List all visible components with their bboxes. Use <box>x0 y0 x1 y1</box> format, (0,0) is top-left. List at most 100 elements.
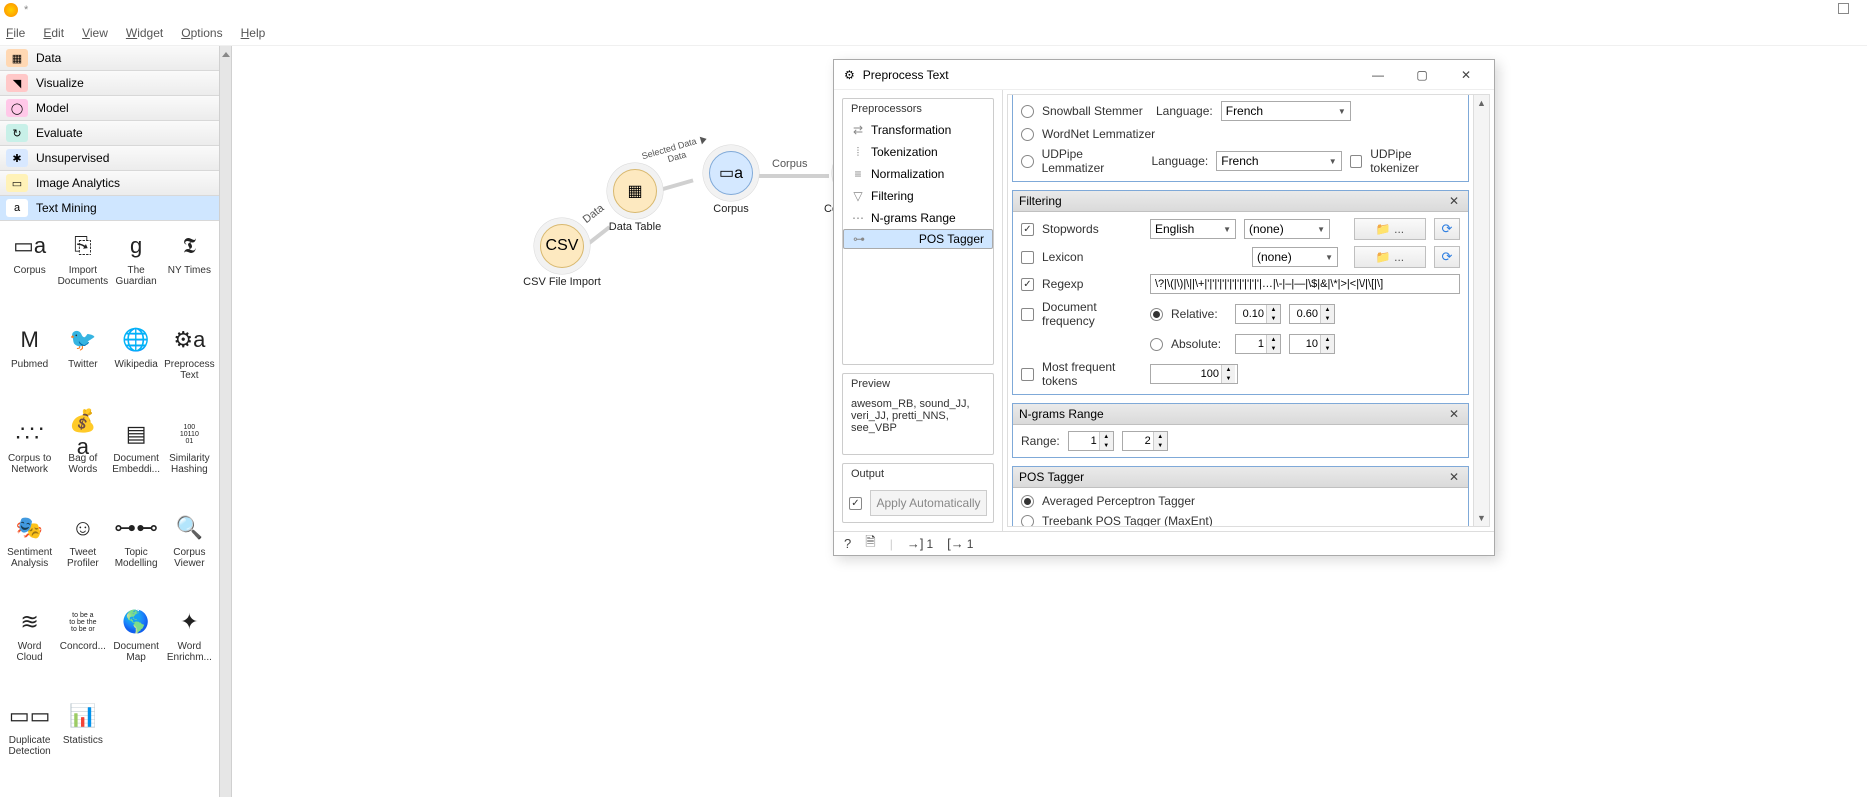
regexp-checkbox[interactable]: ✓ <box>1021 278 1034 291</box>
apply-auto-checkbox[interactable]: ✓ <box>849 497 862 510</box>
widget-corpus[interactable]: ▭aCorpus <box>4 229 55 319</box>
menu-options[interactable]: Options <box>181 26 222 40</box>
ngram-hi-input[interactable]: ▲▼ <box>1122 431 1168 451</box>
category-image-analytics[interactable]: ▭Image Analytics <box>0 171 219 196</box>
widget-bag-of-words[interactable]: 💰aBag of Words <box>57 417 108 507</box>
settings-scrollbar[interactable]: ▲ ▼ <box>1473 95 1489 526</box>
widget-corpus-to-network[interactable]: ∴∵Corpus to Network <box>4 417 55 507</box>
widget-topic-modelling[interactable]: ⊶⊷Topic Modelling <box>111 511 162 601</box>
absolute-radio[interactable] <box>1150 338 1163 351</box>
dialog-minimize-button[interactable]: — <box>1360 64 1396 86</box>
pre-item-filtering[interactable]: ▽Filtering <box>843 185 993 207</box>
mft-input[interactable]: ▲▼ <box>1150 364 1238 384</box>
lexicon-label: Lexicon <box>1042 250 1142 264</box>
pre-item-n-grams-range[interactable]: ⋯N-grams Range <box>843 207 993 229</box>
lexicon-reload-button[interactable]: ⟳ <box>1434 246 1460 268</box>
category-unsupervised[interactable]: ✱Unsupervised <box>0 146 219 171</box>
relative-hi-input[interactable]: ▲▼ <box>1289 304 1335 324</box>
widget-wikipedia[interactable]: 🌐Wikipedia <box>111 323 162 413</box>
menu-edit[interactable]: Edit <box>43 26 64 40</box>
menu-help[interactable]: Help <box>241 26 266 40</box>
widget-word-cloud[interactable]: ≋Word Cloud <box>4 605 55 695</box>
pre-item-tokenization[interactable]: ⦙Tokenization <box>843 141 993 163</box>
pre-item-label: Transformation <box>871 123 951 137</box>
menu-view[interactable]: View <box>82 26 108 40</box>
widget-preprocess-text[interactable]: ⚙aPreprocess Text <box>164 323 215 413</box>
widget-icon: 100 10110 01 <box>172 417 206 451</box>
pre-item-transformation[interactable]: ⇄Transformation <box>843 119 993 141</box>
widget-pubmed[interactable]: MPubmed <box>4 323 55 413</box>
widget-label: Document Map <box>111 641 162 663</box>
lexicon-browse-button[interactable]: 📁 ... <box>1354 246 1426 268</box>
ngrams-close-icon[interactable]: ✕ <box>1446 407 1462 421</box>
widget-concord-[interactable]: to be a to be the to be orConcord... <box>57 605 108 695</box>
udpipe-radio[interactable] <box>1021 155 1034 168</box>
stopwords-file-select[interactable]: (none)▼ <box>1244 219 1330 239</box>
absolute-lo-input[interactable]: ▲▼ <box>1235 334 1281 354</box>
widget-the-guardian[interactable]: gThe Guardian <box>111 229 162 319</box>
node-corpus[interactable]: ▭aCorpus <box>686 151 776 215</box>
ngram-lo-input[interactable]: ▲▼ <box>1068 431 1114 451</box>
widget-statistics[interactable]: 📊Statistics <box>57 699 108 789</box>
node-csv[interactable]: CSVCSV File Import <box>517 224 607 288</box>
wordnet-radio[interactable] <box>1021 128 1034 141</box>
widget-ny-times[interactable]: 𝕿NY Times <box>164 229 215 319</box>
udpipe-tokenizer-checkbox[interactable] <box>1350 155 1363 168</box>
menu-file[interactable]: File <box>6 26 25 40</box>
category-data[interactable]: ▦Data <box>0 46 219 71</box>
mft-checkbox[interactable] <box>1021 368 1034 381</box>
dialog-close-button[interactable]: ✕ <box>1448 64 1484 86</box>
menu-widget[interactable]: Widget <box>126 26 163 40</box>
pos-close-icon[interactable]: ✕ <box>1446 470 1462 484</box>
widget-import-documents[interactable]: ⎘Import Documents <box>57 229 108 319</box>
category-model[interactable]: ◯Model <box>0 96 219 121</box>
sidebar-collapse-handle[interactable] <box>220 46 232 797</box>
report-icon[interactable]: 🗎 <box>865 533 875 555</box>
docfreq-checkbox[interactable] <box>1021 308 1034 321</box>
lexicon-file-select[interactable]: (none)▼ <box>1252 247 1338 267</box>
stopwords-lang-select[interactable]: English▼ <box>1150 219 1236 239</box>
widget-twitter[interactable]: 🐦Twitter <box>57 323 108 413</box>
widget-icon: ⊶⊷ <box>119 511 153 545</box>
widget-duplicate-detection[interactable]: ▭▭Duplicate Detection <box>4 699 55 789</box>
window-maximize-icon[interactable] <box>1838 3 1849 14</box>
filtering-close-icon[interactable]: ✕ <box>1446 194 1462 208</box>
absolute-hi-input[interactable]: ▲▼ <box>1289 334 1335 354</box>
widget-word-enrichm-[interactable]: ✦Word Enrichm... <box>164 605 215 695</box>
snowball-radio[interactable] <box>1021 105 1034 118</box>
help-icon[interactable]: ? <box>844 536 851 551</box>
lexicon-checkbox[interactable] <box>1021 251 1034 264</box>
pos-avg-radio[interactable] <box>1021 495 1034 508</box>
category-text-mining[interactable]: aText Mining <box>0 196 219 221</box>
dialog-maximize-button[interactable]: ▢ <box>1404 64 1440 86</box>
regexp-input[interactable]: \?|\(|\)|\||\+|'|'|'|'|'|'|'|'|'|'|'|…|\… <box>1150 274 1460 294</box>
stopwords-checkbox[interactable]: ✓ <box>1021 223 1034 236</box>
node-icon: ▭a <box>709 151 753 195</box>
dialog-titlebar[interactable]: ⚙ Preprocess Text — ▢ ✕ <box>834 60 1494 90</box>
app-logo-icon <box>4 3 18 17</box>
widget-sentiment-analysis[interactable]: 🎭Sentiment Analysis <box>4 511 55 601</box>
regexp-label: Regexp <box>1042 277 1142 291</box>
snowball-lang-select[interactable]: French▼ <box>1221 101 1351 121</box>
widget-document-embeddi-[interactable]: ▤Document Embeddi... <box>111 417 162 507</box>
pre-item-normalization[interactable]: ≡Normalization <box>843 163 993 185</box>
udpipe-lang-select[interactable]: French▼ <box>1216 151 1341 171</box>
node-dt[interactable]: ▦Data Table <box>590 169 680 233</box>
category-visualize[interactable]: ◥Visualize <box>0 71 219 96</box>
category-icon: ▦ <box>6 49 28 67</box>
category-evaluate[interactable]: ↻Evaluate <box>0 121 219 146</box>
category-icon: ↻ <box>6 124 28 142</box>
widget-tweet-profiler[interactable]: ☺Tweet Profiler <box>57 511 108 601</box>
stopwords-browse-button[interactable]: 📁 ... <box>1354 218 1426 240</box>
apply-auto-button[interactable]: Apply Automatically <box>870 490 987 516</box>
stopwords-reload-button[interactable]: ⟳ <box>1434 218 1460 240</box>
pre-item-pos-tagger[interactable]: ⊶POS Tagger <box>843 229 993 249</box>
widget-similarity-hashing[interactable]: 100 10110 01Similarity Hashing <box>164 417 215 507</box>
widget-icon: ∴∵ <box>13 417 47 451</box>
relative-radio[interactable] <box>1150 308 1163 321</box>
widget-corpus-viewer[interactable]: 🔍Corpus Viewer <box>164 511 215 601</box>
relative-lo-input[interactable]: ▲▼ <box>1235 304 1281 324</box>
widget-document-map[interactable]: 🌎Document Map <box>111 605 162 695</box>
filtering-heading: Filtering <box>1019 194 1062 208</box>
pos-treebank-radio[interactable] <box>1021 515 1034 528</box>
